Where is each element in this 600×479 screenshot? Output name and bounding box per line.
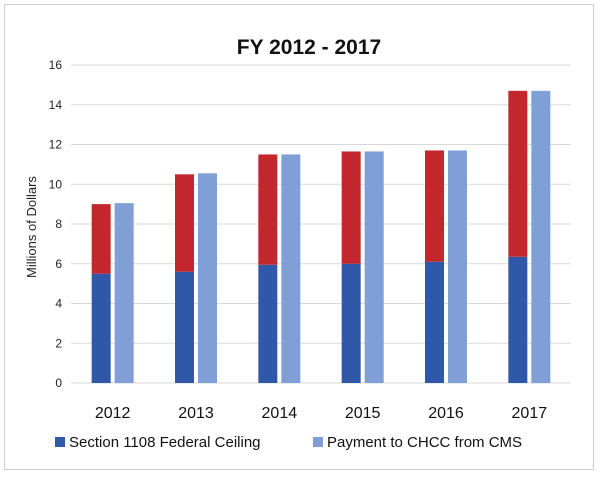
bar-chcc-payment-2016	[448, 150, 467, 383]
legend-label-federal-ceiling: Section 1108 Federal Ceiling	[69, 434, 261, 451]
bar-chcc-payment-2014	[281, 154, 301, 383]
y-tick-label-14: 14	[49, 98, 63, 112]
bar-federal-ceiling-base-2017	[508, 256, 528, 383]
x-tick-label-2015: 2015	[345, 405, 381, 422]
bar-chcc-payment-2013	[198, 173, 217, 383]
chart: FY 2012 - 2017 Millions of Dollars 0 2 4 6 8…	[24, 36, 571, 451]
legend: Section 1108 Federal Ceiling Payment to …	[55, 434, 522, 451]
legend-swatch-federal-ceiling	[55, 437, 65, 447]
bar-chcc-payment-2015	[364, 151, 384, 383]
y-tick-label-8: 8	[55, 217, 62, 231]
legend-label-chcc-payment: Payment to CHCC from CMS	[327, 434, 522, 451]
chart-frame: FY 2012 - 2017 Millions of Dollars 0 2 4 6 8…	[4, 4, 594, 470]
x-tick-label-2016: 2016	[428, 405, 464, 422]
y-tick-labels: 0 2 4 6 8 10 12 14 16	[49, 58, 63, 390]
bar-federal-ceiling-top-2013	[175, 174, 194, 272]
bar-federal-ceiling-base-2015	[341, 263, 361, 383]
y-tick-label-12: 12	[49, 138, 63, 152]
x-tick-label-2012: 2012	[95, 405, 131, 422]
chart-title: FY 2012 - 2017	[237, 36, 381, 59]
y-axis-label: Millions of Dollars	[24, 176, 39, 278]
bar-federal-ceiling-top-2014	[258, 154, 278, 265]
bar-federal-ceiling-base-2016	[425, 261, 444, 383]
bar-chcc-payment-2012	[114, 203, 134, 383]
bar-federal-ceiling-base-2012	[91, 273, 111, 383]
bar-federal-ceiling-top-2016	[425, 150, 444, 262]
y-tick-label-4: 4	[55, 297, 62, 311]
bars	[91, 90, 551, 384]
x-tick-label-2014: 2014	[262, 405, 298, 422]
x-tick-label-2017: 2017	[512, 405, 548, 422]
y-tick-label-16: 16	[49, 58, 63, 72]
gridlines	[71, 64, 571, 384]
legend-swatch-chcc-payment	[313, 437, 323, 447]
y-tick-label-0: 0	[55, 376, 62, 390]
bar-federal-ceiling-top-2017	[508, 90, 528, 257]
y-tick-label-10: 10	[49, 177, 63, 191]
bar-federal-ceiling-base-2014	[258, 264, 278, 383]
bar-federal-ceiling-top-2015	[341, 151, 361, 264]
bar-federal-ceiling-top-2012	[91, 204, 111, 274]
y-tick-label-6: 6	[55, 257, 62, 271]
x-tick-labels: 2012 2013 2014 2015 2016 2017	[95, 405, 547, 422]
y-tick-label-2: 2	[55, 336, 62, 350]
bar-federal-ceiling-base-2013	[175, 271, 194, 383]
bar-chcc-payment-2017	[531, 90, 551, 384]
x-tick-label-2013: 2013	[178, 405, 214, 422]
